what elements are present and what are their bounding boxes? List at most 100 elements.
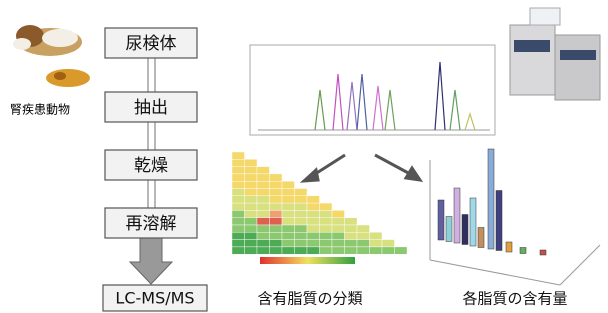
bar-3d: [506, 242, 512, 252]
heat-cell: [270, 203, 283, 210]
heat-cell: [232, 210, 245, 217]
step-label: 尿検体: [126, 34, 177, 54]
heat-cell: [295, 203, 308, 210]
connectors: [148, 58, 155, 208]
heat-cell: [232, 232, 245, 239]
heat-cell: [307, 225, 320, 232]
heat-cell: [245, 196, 258, 203]
heat-cell: [320, 225, 333, 232]
heat-cell: [270, 232, 283, 239]
heat-cell: [370, 247, 383, 254]
heat-cell: [270, 247, 283, 254]
heat-cell: [245, 189, 258, 196]
heat-cell: [232, 159, 245, 166]
heat-cell: [320, 218, 333, 225]
heat-cell: [382, 240, 395, 247]
heat-cell: [320, 240, 333, 247]
heat-cell: [270, 210, 283, 217]
heat-cell: [282, 181, 295, 188]
heat-cell: [320, 247, 333, 254]
heat-cell: [282, 189, 295, 196]
heat-cell: [232, 196, 245, 203]
heat-cell: [245, 167, 258, 174]
heat-cell: [232, 152, 245, 159]
heat-cell: [357, 240, 370, 247]
heat-cell: [257, 247, 270, 254]
color-bar: [260, 257, 355, 264]
heat-cell: [257, 232, 270, 239]
heat-cell: [320, 232, 333, 239]
heat-cell: [332, 210, 345, 217]
heat-cell: [270, 240, 283, 247]
diagram: 腎疾患動物 尿検体 抽出 乾燥 再溶解 LC-MS/MS 含有脂質の分類: [0, 0, 608, 313]
heat-cell: [307, 240, 320, 247]
heat-cell: [257, 189, 270, 196]
heat-cell: [345, 218, 358, 225]
animal-label: 腎疾患動物: [10, 102, 70, 117]
heat-cell: [295, 232, 308, 239]
bar-3d: [470, 198, 476, 246]
heat-cell: [257, 181, 270, 188]
heat-cell: [270, 225, 283, 232]
heat-cell: [232, 167, 245, 174]
heat-cell: [370, 232, 383, 239]
heat-cell: [345, 247, 358, 254]
heat-cell: [282, 225, 295, 232]
heat-cell: [282, 218, 295, 225]
heat-cell: [257, 218, 270, 225]
heat-cell: [307, 196, 320, 203]
heat-cell: [332, 218, 345, 225]
heat-cell: [245, 218, 258, 225]
bar-3d: [496, 191, 502, 251]
arrows: [304, 155, 420, 181]
heat-cell: [232, 181, 245, 188]
heat-cell: [282, 210, 295, 217]
heat-cell: [232, 247, 245, 254]
lcms-instrument: [510, 8, 600, 100]
heat-cell: [332, 240, 345, 247]
heat-cell: [357, 232, 370, 239]
heat-cell: [245, 210, 258, 217]
step-label: 再溶解: [126, 214, 177, 234]
heat-cell: [232, 174, 245, 181]
down-arrow: [130, 238, 172, 284]
bar-3d: [462, 215, 468, 245]
heat-cell: [257, 196, 270, 203]
heat-cell: [257, 203, 270, 210]
heat-cell: [357, 225, 370, 232]
heat-cell: [295, 247, 308, 254]
heat-cell: [270, 174, 283, 181]
heat-cell: [270, 189, 283, 196]
heat-cell: [320, 210, 333, 217]
heat-cell: [382, 247, 395, 254]
step-label: 抽出: [134, 98, 168, 118]
heat-cell: [245, 203, 258, 210]
heat-cell: [282, 203, 295, 210]
heat-cell: [332, 247, 345, 254]
heat-cell: [257, 225, 270, 232]
heat-cell: [370, 240, 383, 247]
heat-cell: [232, 203, 245, 210]
heat-cell: [232, 225, 245, 232]
heat-cell: [282, 196, 295, 203]
heat-cell: [345, 225, 358, 232]
heat-cell: [245, 240, 258, 247]
heat-cell: [295, 240, 308, 247]
heat-cell: [232, 189, 245, 196]
heat-cell: [257, 167, 270, 174]
heat-cell: [332, 232, 345, 239]
instrument-label: LC-MS/MS: [115, 289, 194, 308]
heat-cell: [295, 225, 308, 232]
heat-cell: [245, 225, 258, 232]
heat-cell: [295, 218, 308, 225]
heat-cell: [270, 181, 283, 188]
chromatogram-frame: [250, 45, 495, 135]
animal-icon: [13, 25, 90, 87]
heat-cell: [245, 159, 258, 166]
bar-chart-3d: [430, 149, 600, 285]
bar-3d: [454, 188, 460, 243]
heat-cell: [295, 189, 308, 196]
heat-cell: [282, 240, 295, 247]
caption: 各脂質の含有量: [462, 290, 567, 308]
heat-cell: [345, 240, 358, 247]
